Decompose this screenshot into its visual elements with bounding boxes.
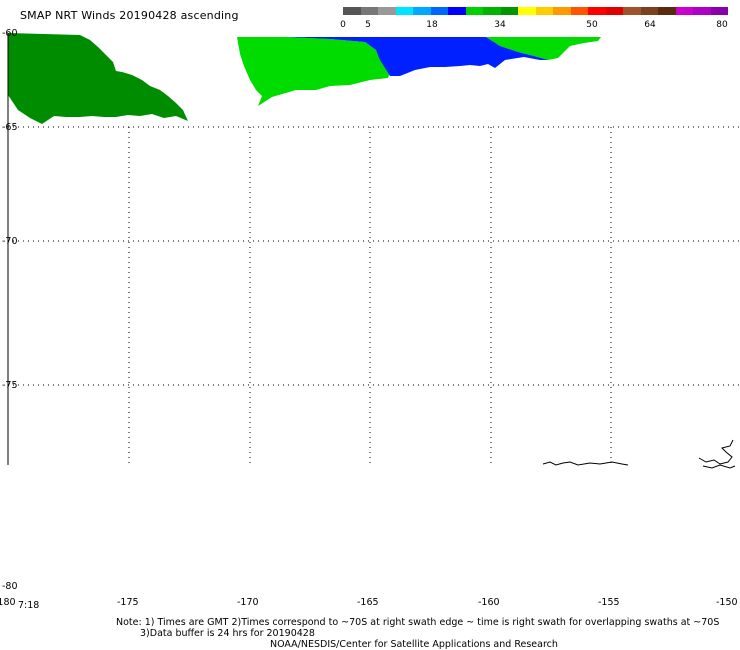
colorbar-ticks: 0 5 18 34 50 64 80 — [0, 20, 740, 32]
swath-dark-green — [8, 33, 188, 124]
lon-label: -165 — [357, 597, 379, 608]
colorbar-segment — [343, 7, 361, 15]
colorbar-tick: 0 — [340, 20, 346, 30]
graticule — [8, 126, 740, 465]
lon-labels: -180 -175 -170 -165 -160 -155 -150 — [0, 597, 738, 608]
colorbar-segment — [465, 7, 483, 15]
swath-light-green-east — [486, 37, 601, 60]
colorbar-segment — [518, 7, 536, 15]
colorbar-segment — [605, 7, 623, 15]
lat-label: -65 — [2, 122, 18, 133]
colorbar-segment — [623, 7, 641, 15]
colorbar-tick: 18 — [426, 20, 438, 30]
colorbar-segment — [588, 7, 606, 15]
wind-swaths — [8, 33, 601, 124]
lon-label: -155 — [598, 597, 620, 608]
note-line-1: Note: 1) Times are GMT 2)Times correspon… — [116, 617, 720, 628]
lon-label: -150 — [716, 597, 738, 608]
lon-label: -175 — [117, 597, 139, 608]
colorbar-segment — [360, 7, 378, 15]
colorbar-segment — [378, 7, 396, 15]
wind-speed-colorbar — [343, 7, 728, 15]
colorbar-tick: 34 — [494, 20, 506, 30]
map-title: SMAP NRT Winds 20190428 ascending — [20, 9, 239, 22]
note-line-2: 3)Data buffer is 24 hrs for 20190428 — [140, 628, 315, 639]
swath-light-green-west — [237, 37, 390, 106]
swath-blue — [286, 37, 556, 76]
colorbar-segment — [693, 7, 711, 15]
colorbar-tick: 64 — [644, 20, 656, 30]
lat-label: -75 — [2, 380, 18, 391]
coastline — [542, 439, 736, 469]
lat-label: -80 — [2, 581, 18, 592]
colorbar-tick: 50 — [586, 20, 598, 30]
credit-line: NOAA/NESDIS/Center for Satellite Applica… — [270, 639, 558, 650]
colorbar-segment — [710, 7, 728, 15]
colorbar-segment — [553, 7, 571, 15]
lat-label: -70 — [2, 236, 18, 247]
colorbar-tick: 80 — [716, 20, 728, 30]
colorbar-segment — [675, 7, 693, 15]
colorbar-segment — [570, 7, 588, 15]
colorbar-segment — [535, 7, 553, 15]
colorbar-tick: 5 — [365, 20, 371, 30]
colorbar-segment — [640, 7, 658, 15]
lon-label: -170 — [237, 597, 259, 608]
colorbar-segment — [483, 7, 501, 15]
lon-label: -160 — [478, 597, 500, 608]
colorbar-segment — [658, 7, 676, 15]
colorbar-segment — [448, 7, 466, 15]
swath-time-label: 7:18 — [18, 600, 40, 611]
lat-label: -60 — [2, 28, 18, 39]
colorbar-segment — [395, 7, 413, 15]
lon-label: -180 — [0, 597, 16, 608]
colorbar-segment — [413, 7, 431, 15]
colorbar-segment — [500, 7, 518, 15]
colorbar-segment — [430, 7, 448, 15]
lat-labels: -60 -65 -70 -75 -80 — [2, 28, 18, 592]
